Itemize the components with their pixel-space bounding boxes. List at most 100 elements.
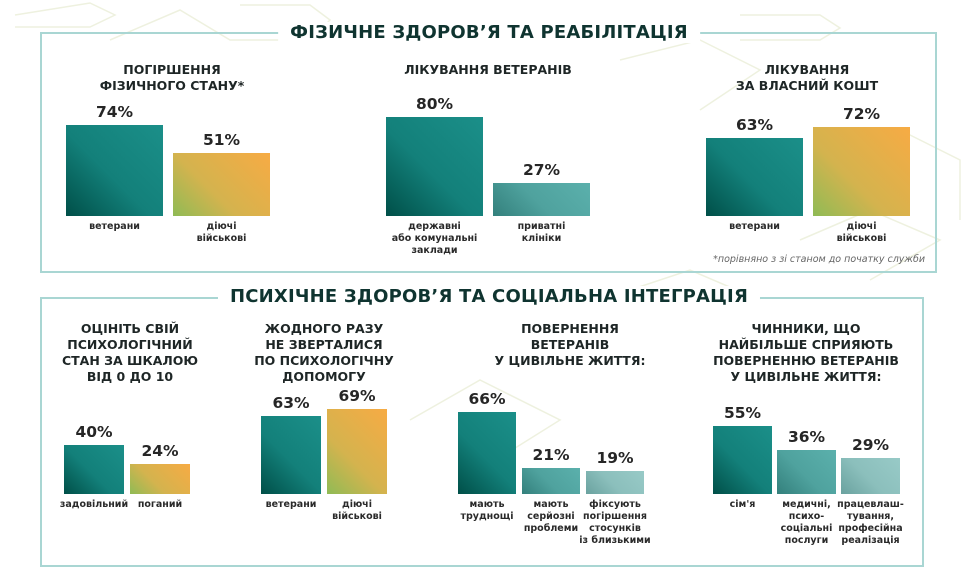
chart-title-line: ЛІКУВАННЯ bbox=[764, 62, 850, 77]
bar-category-label: задовільний bbox=[60, 499, 128, 511]
bar-category-label-line: мають bbox=[469, 499, 505, 510]
bar-category-label: сім'я bbox=[730, 499, 756, 511]
bar-value-label: 74% bbox=[95, 102, 134, 121]
bar bbox=[586, 470, 644, 494]
bar-category-label-line: клініки bbox=[521, 233, 562, 244]
bar-category-label: ветерани bbox=[266, 499, 317, 511]
bar-value-label: 63% bbox=[272, 394, 310, 413]
bar-category-label-line: реалізація bbox=[841, 535, 900, 546]
bar bbox=[706, 138, 803, 216]
bar-category-label-line: задовільний bbox=[59, 499, 129, 510]
bar bbox=[130, 464, 190, 494]
bar-category-label-line: послуги bbox=[784, 535, 829, 546]
chart-title-line: ПОГІРШЕННЯ bbox=[123, 62, 221, 77]
bar-value-label: 36% bbox=[787, 427, 826, 446]
bar-value-label: 24% bbox=[141, 442, 179, 461]
bar-category-label-line: соціальні bbox=[780, 523, 833, 534]
chart-title: ЛІКУВАННЯ ВЕТЕРАНІВ bbox=[404, 62, 572, 78]
bar-value-label: 40% bbox=[75, 422, 113, 441]
chart-title-line: У ЦИВІЛЬНЕ ЖИТТЯ: bbox=[494, 353, 646, 368]
chart-title-line: ПОВЕРНЕННЯ bbox=[521, 321, 619, 336]
bar bbox=[458, 412, 516, 494]
chart-title-line: ПО ПСИХОЛОГІЧНУ bbox=[254, 353, 394, 368]
section-title-physical-health: ФІЗИЧНЕ ЗДОРОВ’Я ТА РЕАБІЛІТАЦІЯ bbox=[278, 22, 700, 43]
chart-title: ЧИННИКИ, ЩО НАЙБІЛЬШЕ СПРИЯЮТЬ ПОВЕРНЕННЮ … bbox=[713, 321, 899, 385]
bar-category-label-line: ветерани bbox=[89, 221, 140, 232]
footnote: *порівняно з зі станом до початку служби bbox=[713, 254, 925, 265]
bar-category-label-line: заклади bbox=[411, 245, 458, 256]
bar-category-label: мають серйозні проблеми bbox=[524, 499, 578, 535]
bar-value-label: 21% bbox=[532, 446, 570, 465]
chart-title-line: ПОВЕРНЕННЮ ВЕТЕРАНІВ bbox=[713, 353, 899, 368]
bar-value-label: 27% bbox=[522, 160, 561, 179]
bar-category-label: приватні клініки bbox=[518, 221, 566, 245]
bar-category-label-line: діючі bbox=[342, 499, 372, 510]
bar-category-label-line: фіксують bbox=[589, 499, 641, 510]
bar-category-label-line: тування, bbox=[847, 511, 894, 522]
bar-category-label-line: діючі bbox=[846, 221, 877, 232]
bar bbox=[777, 449, 836, 494]
bar bbox=[173, 153, 270, 216]
bar-category-label: мають труднощі bbox=[460, 499, 513, 523]
bar bbox=[386, 117, 483, 216]
chart-title: ОЦІНІТЬ СВІЙ ПСИХОЛОГІЧНИЙ СТАН ЗА ШКАЛОЮ В… bbox=[62, 321, 198, 385]
bar-category-label: працевлаш-тування, професійна реалізація bbox=[837, 499, 904, 547]
bar-category-label: ветерани bbox=[729, 221, 780, 233]
bar-value-label: 63% bbox=[735, 116, 774, 135]
section-title-mental-health: ПСИХІЧНЕ ЗДОРОВ’Я ТА СОЦІАЛЬНА ІНТЕГРАЦІ… bbox=[217, 286, 761, 307]
bar-category-label-line: військові bbox=[332, 511, 382, 522]
chart-title-line: НЕ ЗВЕРТАЛИСЯ bbox=[265, 337, 383, 352]
chart-title-line: ФІЗИЧНОГО СТАНУ* bbox=[99, 78, 245, 93]
bar-category-label-line: військові bbox=[836, 233, 887, 244]
bar-category-label-line: психо- bbox=[788, 511, 825, 522]
bar-category-label-line: медичні, bbox=[782, 499, 831, 510]
bar-category-label-line: поганий bbox=[137, 499, 183, 510]
bar-category-label-line: стосунків bbox=[589, 523, 641, 534]
bar-category-label-line: військові bbox=[196, 233, 247, 244]
bar-category-label-line: серйозні bbox=[527, 511, 575, 522]
bar-category-label-line: погіршення bbox=[583, 511, 647, 522]
bar bbox=[813, 127, 910, 216]
bar-category-label-line: ветерани bbox=[729, 221, 780, 232]
bar bbox=[261, 416, 321, 494]
chart-title-line: У ЦИВІЛЬНЕ ЖИТТЯ: bbox=[730, 369, 882, 384]
bar-category-label-line: професійна bbox=[838, 523, 903, 534]
bar bbox=[841, 458, 900, 494]
bar bbox=[66, 124, 163, 216]
chart-title-line: ПСИХОЛОГІЧНИЙ bbox=[67, 337, 193, 352]
bar-category-label-line: державні bbox=[408, 221, 461, 232]
bar-category-label-line: мають bbox=[533, 499, 569, 510]
chart-title-line: ЛІКУВАННЯ ВЕТЕРАНІВ bbox=[404, 62, 572, 77]
bar-category-label-line: діючі bbox=[206, 221, 237, 232]
bar-category-label: медичні, психо-соціальні послуги bbox=[781, 499, 833, 547]
chart-title-line: ДОПОМОГУ bbox=[282, 369, 366, 384]
bar-category-label: поганий bbox=[138, 499, 182, 511]
bar-category-label-line: проблеми bbox=[523, 523, 579, 534]
bar-value-label: 72% bbox=[842, 105, 881, 124]
chart-title-line: ОЦІНІТЬ СВІЙ bbox=[80, 321, 180, 336]
bar-category-label-line: ветерани bbox=[265, 499, 317, 510]
chart-title: ЖОДНОГО РАЗУ НЕ ЗВЕРТАЛИСЯ ПО ПСИХОЛОГІЧНУ… bbox=[254, 321, 394, 385]
chart-title-line: ВЕТЕРАНІВ bbox=[530, 337, 610, 352]
bar-category-label: ветерани bbox=[89, 221, 140, 233]
bar-category-label: державні або комунальні заклади bbox=[392, 221, 478, 257]
bar-category-label-line: сім'я bbox=[729, 499, 756, 510]
chart-title-line: ВІД 0 ДО 10 bbox=[86, 369, 174, 384]
bar-value-label: 29% bbox=[851, 436, 890, 455]
chart-title-line: СТАН ЗА ШКАЛОЮ bbox=[61, 353, 199, 368]
bar-value-label: 51% bbox=[202, 131, 241, 149]
bar-category-label: діючі військові bbox=[332, 499, 382, 523]
bar bbox=[713, 426, 772, 494]
bar bbox=[522, 468, 580, 494]
chart-title-line: ЗА ВЛАСНИЙ КОШТ bbox=[735, 78, 879, 93]
bar bbox=[327, 408, 387, 494]
chart-title: ПОГІРШЕННЯ ФІЗИЧНОГО СТАНУ* bbox=[100, 62, 245, 94]
bar-value-label: 55% bbox=[723, 404, 762, 423]
bar bbox=[64, 444, 124, 494]
chart-title-line: ЧИННИКИ, ЩО bbox=[751, 321, 861, 336]
bar-value-label: 66% bbox=[468, 390, 506, 409]
bar-category-label: діючі військові bbox=[197, 221, 247, 245]
bar-value-label: 19% bbox=[596, 448, 634, 467]
bar-value-label: 69% bbox=[338, 386, 376, 405]
bar-category-label-line: працевлаш- bbox=[837, 499, 904, 510]
